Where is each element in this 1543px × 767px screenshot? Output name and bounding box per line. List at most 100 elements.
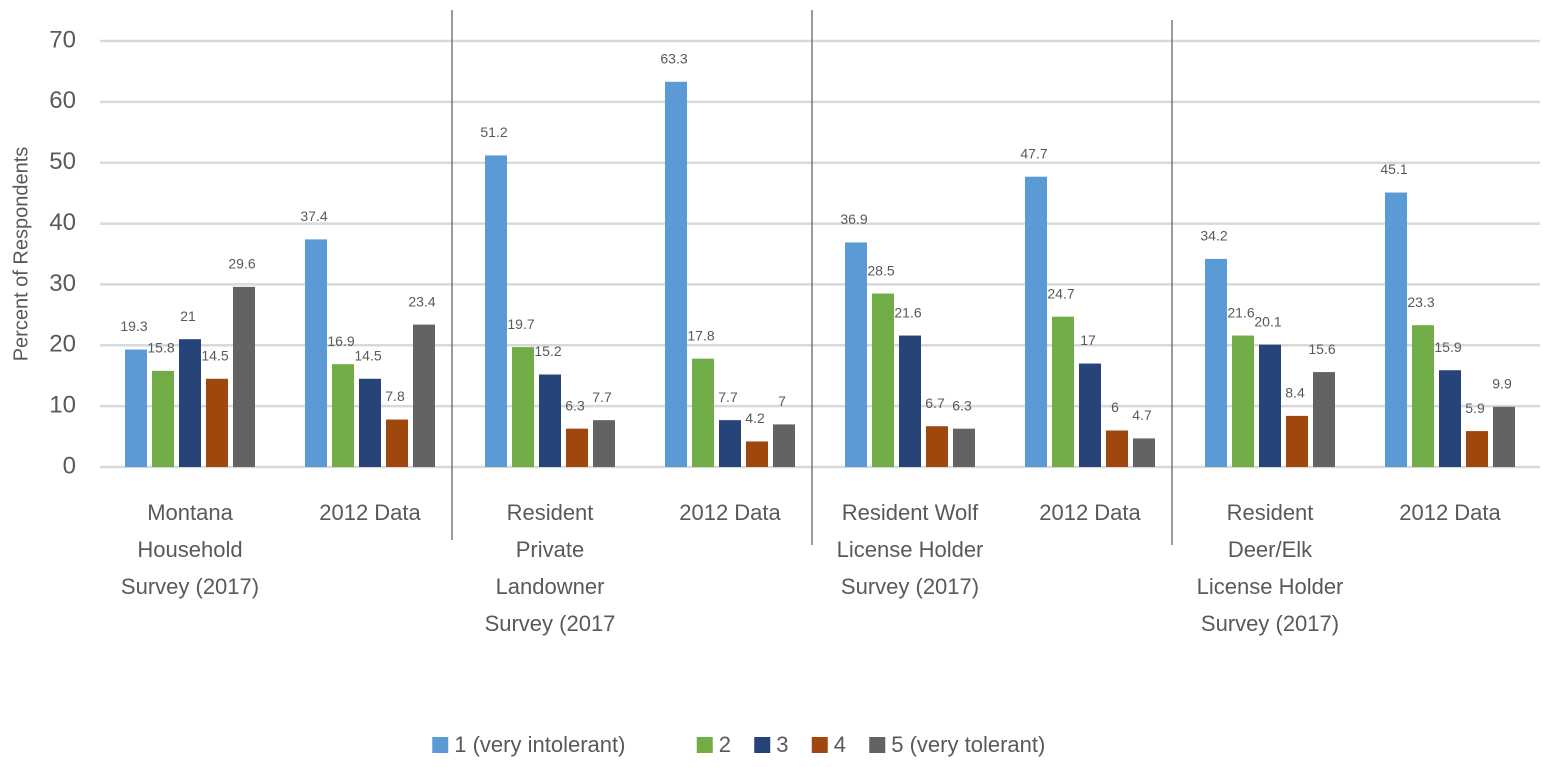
legend-swatch [754,737,771,753]
bar [1385,192,1407,467]
x-tick-label: 2012 Data [1399,500,1501,525]
legend-swatch [869,737,886,753]
data-label: 7.7 [718,389,738,405]
data-label: 47.7 [1020,145,1047,161]
bar [899,335,921,467]
bar [179,339,201,467]
data-label: 7.8 [385,388,405,404]
bar [305,239,327,467]
y-tick-label: 70 [49,26,76,53]
data-label: 9.9 [1492,375,1512,391]
data-label: 15.9 [1434,339,1461,355]
bar [539,374,561,467]
data-label: 6 [1111,399,1119,415]
data-label: 36.9 [840,211,867,227]
data-label: 37.4 [300,208,327,224]
bar [233,286,255,467]
data-label: 20.1 [1254,313,1281,329]
bar [206,378,228,467]
x-tick-label: 2012 Data [319,500,421,525]
bar [1106,430,1128,467]
bar [386,419,408,467]
data-label: 7.7 [592,389,612,405]
bar [746,441,768,467]
data-label: 21.6 [1227,304,1254,320]
legend-label: 5 (very tolerant) [891,732,1045,757]
bar [512,347,534,467]
y-tick-label: 10 [49,391,76,418]
bar [1052,316,1074,467]
data-label: 7 [778,393,786,409]
x-tick-label: Resident Private Landowner Survey (2017 [484,500,616,636]
data-label: 17.8 [687,327,714,343]
x-tick-label: Montana Household Survey (2017) [120,500,260,599]
data-label: 34.2 [1200,228,1227,244]
y-tick-label: 50 [49,148,76,175]
y-tick-label: 30 [49,270,76,297]
bar [1079,363,1101,467]
data-label: 5.9 [1465,400,1485,416]
bar [413,324,435,467]
bar [1466,431,1488,467]
legend-swatch [432,737,449,753]
data-label: 28.5 [867,262,894,278]
bar [719,420,741,467]
bar [1025,176,1047,467]
bar [1412,325,1434,467]
data-label: 19.3 [120,318,147,334]
x-tick-label: 2012 Data [1039,500,1141,525]
bar [1313,372,1335,467]
bar [125,349,147,467]
data-label: 51.2 [480,124,507,140]
bar [332,364,354,467]
data-label: 14.5 [354,347,381,363]
legend-label: 3 [776,732,788,757]
bar [1286,415,1308,467]
legend-swatch [811,737,828,753]
data-label: 14.5 [201,347,228,363]
x-tick-label: 2012 Data [679,500,781,525]
legend-label: 4 [834,732,846,757]
bar [1493,406,1515,467]
data-label: 15.6 [1308,341,1335,357]
data-label: 17 [1080,332,1096,348]
bar [845,242,867,467]
bar [485,155,507,467]
data-label: 19.7 [507,316,534,332]
bar [593,420,615,467]
bar [566,428,588,467]
legend-label: 2 [719,732,731,757]
bar [1205,258,1227,467]
bar [1439,370,1461,467]
data-label: 24.7 [1047,285,1074,301]
data-label: 15.8 [147,340,174,356]
bar [1259,344,1281,467]
bar [1133,438,1155,467]
bar [665,81,687,467]
bar [953,428,975,467]
legend-label: 1 (very intolerant) [454,732,625,757]
bar [692,358,714,467]
data-label: 4.2 [745,410,765,426]
data-label: 8.4 [1285,385,1305,401]
data-label: 29.6 [228,256,255,272]
y-tick-label: 40 [49,209,76,236]
y-tick-label: 0 [63,452,76,479]
y-tick-label: 60 [49,87,76,114]
data-label: 63.3 [660,50,687,66]
bar [872,293,894,467]
y-tick-label: 20 [49,331,76,358]
legend-swatch [696,737,713,753]
data-label: 6.3 [952,397,972,413]
data-label: 21.6 [894,304,921,320]
data-label: 6.3 [565,397,585,413]
y-axis-label: Percent of Respondents [10,147,32,362]
bar [1232,335,1254,467]
data-label: 23.3 [1407,294,1434,310]
x-tick-label: Resident Deer/Elk License Holder Survey … [1196,500,1344,636]
data-label: 45.1 [1380,161,1407,177]
bar [926,426,948,467]
data-label: 15.2 [534,343,561,359]
